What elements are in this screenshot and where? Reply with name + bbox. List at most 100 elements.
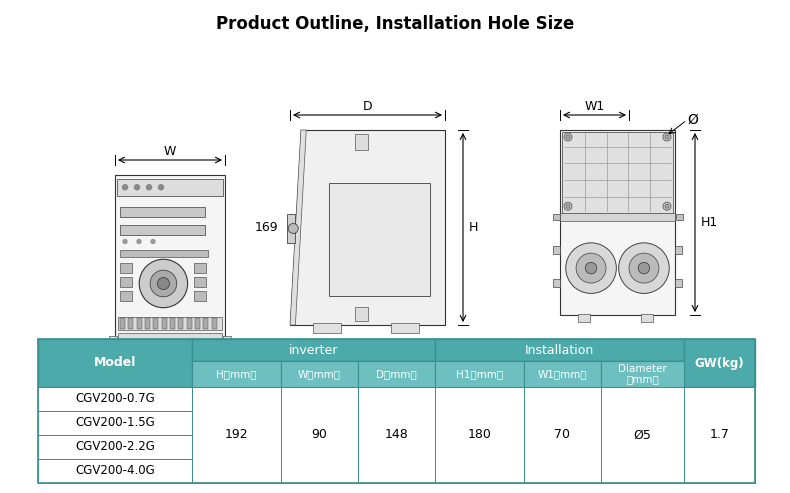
Bar (118, 333, 222, 346)
Bar (435, 361, 524, 387)
Bar (120, 263, 132, 273)
Bar (192, 387, 281, 483)
Bar (288, 214, 295, 243)
Bar (684, 387, 755, 411)
Bar (355, 308, 367, 321)
Text: CGV200-1.5G: CGV200-1.5G (75, 417, 155, 429)
Circle shape (150, 270, 177, 297)
Circle shape (151, 240, 155, 244)
Text: W1: W1 (585, 100, 604, 113)
Bar (120, 291, 132, 301)
Bar (223, 336, 231, 348)
Text: Product Outline, Installation Hole Size: Product Outline, Installation Hole Size (216, 15, 574, 33)
Circle shape (566, 243, 616, 293)
Bar (120, 317, 125, 329)
Bar (281, 411, 358, 435)
Bar (355, 134, 367, 149)
Bar (684, 387, 755, 483)
Bar (192, 411, 281, 435)
Bar (675, 246, 682, 254)
Bar (524, 361, 601, 387)
Text: Ø5: Ø5 (634, 428, 651, 442)
Circle shape (288, 223, 299, 234)
Bar (560, 130, 675, 315)
Text: 169: 169 (254, 221, 278, 234)
Circle shape (122, 185, 127, 190)
Bar (358, 387, 435, 411)
Bar (120, 224, 205, 235)
Bar (329, 182, 430, 296)
Bar (281, 435, 358, 459)
Text: 70: 70 (555, 428, 570, 442)
Bar (553, 214, 560, 220)
Bar (435, 435, 524, 459)
Bar (38, 459, 192, 483)
Bar (553, 279, 560, 287)
Bar (117, 178, 223, 196)
Text: inverter: inverter (289, 344, 338, 356)
Text: H1（mm）: H1（mm） (456, 369, 503, 379)
Bar (676, 214, 683, 220)
Circle shape (146, 185, 152, 190)
Bar (115, 175, 225, 350)
Bar (358, 435, 435, 459)
Bar (194, 277, 206, 287)
Text: W（mm）: W（mm） (298, 369, 341, 379)
Bar (153, 317, 158, 329)
Circle shape (157, 278, 169, 289)
Bar (38, 435, 192, 459)
Bar (435, 339, 684, 361)
Bar (109, 336, 117, 348)
Circle shape (134, 185, 140, 190)
Text: W: W (164, 145, 176, 158)
Bar (524, 459, 601, 483)
Bar (192, 435, 281, 459)
Bar (684, 435, 755, 459)
Bar (281, 387, 358, 483)
Bar (162, 317, 167, 329)
Bar (179, 317, 183, 329)
Text: H1: H1 (701, 216, 718, 229)
Bar (137, 317, 141, 329)
Text: CGV200-4.0G: CGV200-4.0G (75, 464, 155, 478)
Text: W1（mm）: W1（mm） (538, 369, 587, 379)
Bar (194, 263, 206, 273)
Bar (435, 459, 524, 483)
Circle shape (619, 243, 669, 293)
Bar (120, 207, 205, 217)
Bar (524, 435, 601, 459)
Bar (601, 387, 684, 483)
Bar (601, 435, 684, 459)
Text: H: H (469, 221, 479, 234)
Text: CGV200-2.2G: CGV200-2.2G (75, 441, 155, 454)
Bar (391, 323, 419, 333)
Bar (194, 291, 206, 301)
Bar (435, 387, 524, 483)
Bar (128, 317, 134, 329)
Bar (192, 387, 281, 411)
Bar (601, 411, 684, 435)
Bar (435, 387, 524, 411)
Text: CGV200-0.7G: CGV200-0.7G (75, 392, 155, 406)
Bar (601, 459, 684, 483)
Bar (562, 132, 673, 213)
Bar (281, 459, 358, 483)
Circle shape (665, 204, 669, 208)
Text: GW(kg): GW(kg) (694, 356, 744, 369)
Circle shape (576, 253, 606, 283)
Bar (524, 411, 601, 435)
Text: 192: 192 (224, 428, 248, 442)
Bar (524, 387, 601, 411)
Circle shape (665, 135, 669, 139)
Text: 180: 180 (468, 428, 491, 442)
Circle shape (566, 135, 570, 139)
Circle shape (564, 133, 572, 141)
Bar (358, 459, 435, 483)
Bar (601, 387, 684, 411)
Text: Model: Model (94, 356, 136, 369)
Bar (684, 411, 755, 435)
Bar (358, 387, 435, 483)
Bar (120, 250, 208, 257)
Bar (684, 459, 755, 483)
Bar (281, 361, 358, 387)
